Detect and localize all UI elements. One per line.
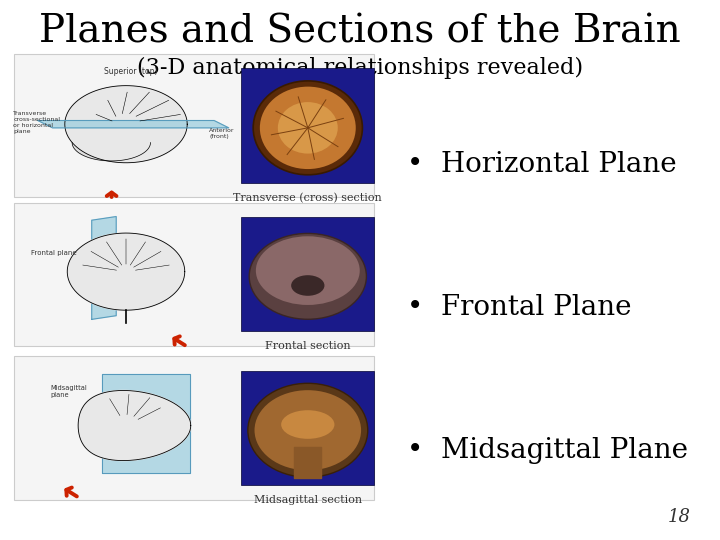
Ellipse shape [291,275,325,296]
Text: Anterior
(front): Anterior (front) [210,128,235,139]
Text: 18: 18 [668,509,691,526]
Polygon shape [65,86,187,163]
Text: Transverse (cross) section: Transverse (cross) section [233,193,382,203]
Polygon shape [38,120,229,128]
Polygon shape [78,390,191,461]
Text: Superior (top): Superior (top) [104,68,158,77]
Text: •  Horizontal Plane: • Horizontal Plane [407,151,676,178]
Text: Transverse
cross-sectional
or horizontal
plane: Transverse cross-sectional or horizontal… [14,111,60,133]
FancyBboxPatch shape [14,202,374,346]
Polygon shape [102,374,189,473]
FancyBboxPatch shape [14,54,374,197]
Ellipse shape [278,102,338,153]
Polygon shape [67,233,185,310]
Text: •  Midsagittal Plane: • Midsagittal Plane [407,437,688,464]
Ellipse shape [253,81,362,175]
FancyBboxPatch shape [14,356,374,500]
Text: (3-D anatomical relationships revealed): (3-D anatomical relationships revealed) [137,57,583,79]
Ellipse shape [256,237,360,305]
FancyBboxPatch shape [241,370,374,485]
FancyBboxPatch shape [241,217,374,332]
Text: •  Frontal Plane: • Frontal Plane [407,294,631,321]
Ellipse shape [249,233,366,319]
Polygon shape [72,143,150,161]
Ellipse shape [255,390,361,470]
Text: Midsagittal
plane: Midsagittal plane [50,385,87,398]
Polygon shape [91,217,116,319]
Ellipse shape [260,86,356,169]
FancyBboxPatch shape [241,69,374,183]
Text: Midsagittal section: Midsagittal section [253,495,362,505]
Ellipse shape [248,383,368,477]
Text: Frontal section: Frontal section [265,341,351,351]
Text: Frontal plane: Frontal plane [30,250,76,256]
Ellipse shape [282,410,335,439]
Text: Planes and Sections of the Brain: Planes and Sections of the Brain [39,14,681,51]
